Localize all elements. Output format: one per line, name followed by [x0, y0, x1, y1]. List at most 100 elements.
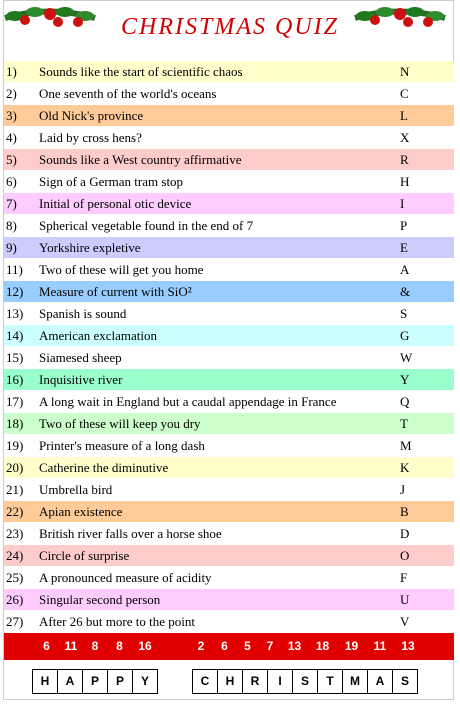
question-row: 15) Siamesed sheep W	[4, 347, 454, 369]
question-row: 22) Apian existence B	[4, 501, 454, 523]
question-list: 1) Sounds like the start of scientific ch…	[4, 61, 454, 633]
question-clue: Old Nick's province	[39, 108, 144, 123]
answer-letter: H	[218, 670, 243, 693]
answer-letter: R	[243, 670, 268, 693]
question-number: 8)	[6, 218, 17, 233]
code-number: 2	[197, 639, 205, 653]
question-number: 7)	[6, 196, 17, 211]
answer-letter: S	[293, 670, 318, 693]
question-answer: V	[400, 614, 410, 629]
answer-letter: H	[33, 670, 58, 693]
code-number: 18	[315, 639, 330, 653]
question-row: 5) Sounds like a West country affirmative…	[4, 149, 454, 171]
question-number: 3)	[6, 108, 17, 123]
question-answer: K	[400, 460, 410, 475]
question-clue: Sign of a German tram stop	[39, 174, 184, 189]
question-row: 3) Old Nick's province L	[4, 105, 454, 127]
question-clue: Siamesed sheep	[39, 350, 122, 365]
question-clue: Umbrella bird	[39, 482, 113, 497]
question-row: 9) Yorkshire expletive E	[4, 237, 454, 259]
question-number: 15)	[6, 350, 24, 365]
code-number: 13	[401, 639, 415, 653]
question-answer: I	[400, 196, 405, 211]
question-answer: B	[400, 504, 409, 519]
answer-letter: Y	[140, 674, 149, 688]
question-row: 4) Laid by cross hens? X	[4, 127, 454, 149]
question-clue: Two of these will keep you dry	[39, 416, 201, 431]
question-number: 9)	[6, 240, 17, 255]
code-number: 8	[91, 639, 99, 653]
code-number: 7	[266, 639, 274, 653]
question-answer: N	[400, 64, 410, 79]
answer-letter: C	[193, 670, 218, 693]
question-answer: E	[400, 240, 408, 255]
question-row: 24) Circle of surprise O	[4, 545, 454, 567]
question-row: 26) Singular second person U	[4, 589, 454, 611]
question-number: 18)	[6, 416, 24, 431]
question-clue: Printer's measure of a long dash	[39, 438, 205, 453]
question-row: 27) After 26 but more to the point V	[4, 611, 454, 633]
question-number: 27)	[6, 614, 24, 629]
question-answer: D	[400, 526, 410, 541]
question-clue: Inquisitive river	[39, 372, 123, 387]
question-clue: Apian existence	[39, 504, 123, 519]
question-number: 26)	[6, 592, 24, 607]
question-row: 1) Sounds like the start of scientific ch…	[4, 61, 454, 83]
question-answer: W	[400, 350, 413, 365]
code-number: 6	[43, 639, 50, 653]
question-answer: A	[400, 262, 410, 277]
question-answer: Y	[400, 372, 410, 387]
question-row: 11) Two of these will get you home A	[4, 259, 454, 281]
question-row: 2) One seventh of the world's oceans C	[4, 83, 454, 105]
question-answer: L	[400, 108, 408, 123]
question-number: 2)	[6, 86, 17, 101]
answer-letter: S	[400, 674, 409, 688]
question-answer: P	[400, 218, 408, 233]
question-answer: O	[400, 548, 410, 563]
question-row: 7) Initial of personal otic device I	[4, 193, 454, 215]
answer-letter: M	[343, 670, 368, 693]
question-answer: R	[400, 152, 409, 167]
question-number: 23)	[6, 526, 24, 541]
question-number: 21)	[6, 482, 24, 497]
question-row: 25) A pronounced measure of acidity F	[4, 567, 454, 589]
question-clue: Measure of current with SiO²	[39, 284, 192, 299]
question-row: 12) Measure of current with SiO² &	[4, 281, 454, 303]
question-clue: Laid by cross hens?	[39, 130, 142, 145]
code-number: 19	[344, 639, 359, 653]
question-number: 4)	[6, 130, 17, 145]
question-answer: J	[400, 482, 406, 497]
answer-letter: A	[58, 670, 83, 693]
code-number: 6	[221, 639, 228, 653]
question-row: 13) Spanish is sound S	[4, 303, 454, 325]
code-group: 6 11 8 8 16	[34, 633, 158, 660]
code-number: 5	[244, 639, 251, 653]
question-clue: Singular second person	[39, 592, 161, 607]
code-number: 11	[64, 639, 78, 653]
question-clue: Initial of personal otic device	[39, 196, 192, 211]
question-clue: A pronounced measure of acidity	[39, 570, 212, 585]
question-number: 25)	[6, 570, 24, 585]
question-number: 12)	[6, 284, 24, 299]
question-answer: &	[400, 284, 411, 299]
answer-letter: T	[318, 670, 343, 693]
question-clue: Spherical vegetable found in the end of …	[39, 218, 254, 233]
question-clue: Yorkshire expletive	[39, 240, 141, 255]
question-row: 20) Catherine the diminutive K	[4, 457, 454, 479]
question-answer: C	[400, 86, 409, 101]
question-number: 24)	[6, 548, 24, 563]
question-number: 17)	[6, 394, 24, 409]
question-number: 13)	[6, 306, 24, 321]
question-number: 19)	[6, 438, 24, 453]
question-row: 6) Sign of a German tram stop H	[4, 171, 454, 193]
question-number: 6)	[6, 174, 17, 189]
answer-letter: P	[108, 670, 133, 693]
question-number: 22)	[6, 504, 24, 519]
question-number: 11)	[6, 262, 23, 277]
question-number: 1)	[6, 64, 17, 79]
answer-letter: P	[83, 670, 108, 693]
question-row: 19) Printer's measure of a long dash M	[4, 435, 454, 457]
question-number: 5)	[6, 152, 17, 167]
question-clue: A long wait in England but a caudal appe…	[39, 394, 337, 409]
code-group: 2 6 5 7 13 18 19 11 13	[189, 633, 422, 660]
